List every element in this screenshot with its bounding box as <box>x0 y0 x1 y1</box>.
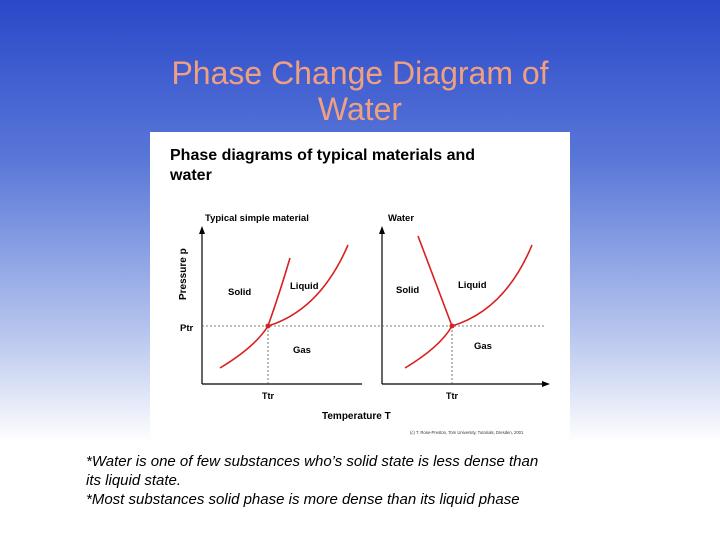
right-x-arrow <box>542 381 550 387</box>
left-phase-curves <box>219 244 349 369</box>
x-axis-label: Temperature T <box>322 411 391 422</box>
right-triple-point <box>449 323 455 329</box>
diagram-heading-line2: water <box>169 167 212 184</box>
right-panel-title: Water <box>388 213 414 224</box>
slide-notes: *Water is one of few substances who’s so… <box>86 452 646 509</box>
phase-diagram-figure: Phase diagrams of typical materials and … <box>150 132 570 446</box>
diagram-credit: (c) T. Rose-Preston, Tom University, Tut… <box>410 430 524 435</box>
right-liquid-label: Liquid <box>458 280 487 291</box>
note-line3: *Most substances solid phase is more den… <box>86 491 520 508</box>
left-axes <box>199 226 362 385</box>
slide-title: Phase Change Diagram of Water <box>60 55 660 127</box>
right-phase-curves <box>404 235 533 369</box>
left-panel-title: Typical simple material <box>205 213 309 224</box>
right-solid-label: Solid <box>396 285 419 296</box>
ptr-label: Ptr <box>180 323 194 334</box>
right-boiling-curve <box>451 244 533 327</box>
left-y-arrow <box>199 226 205 234</box>
note-line1: *Water is one of few substances who’s so… <box>86 453 539 470</box>
right-melting-curve <box>417 235 453 327</box>
left-gas-label: Gas <box>293 345 311 356</box>
diagram-heading-line1: Phase diagrams of typical materials and <box>170 147 475 164</box>
slide-title-line2: Water <box>317 91 403 127</box>
left-boiling-curve <box>267 244 349 327</box>
left-solid-label: Solid <box>228 287 251 298</box>
left-liquid-label: Liquid <box>290 281 319 292</box>
phase-diagram-svg: Phase diagrams of typical materials and … <box>169 147 550 435</box>
right-y-arrow <box>379 226 385 234</box>
left-sublimation-curve <box>219 325 269 369</box>
right-gas-label: Gas <box>474 341 492 352</box>
left-ttr-label: Ttr <box>262 391 274 401</box>
y-axis-label: Pressure p <box>178 248 189 300</box>
right-ttr-label: Ttr <box>446 391 458 401</box>
right-axes <box>379 226 550 387</box>
triple-point-guides <box>202 325 546 384</box>
right-sublimation-curve <box>404 325 453 369</box>
left-melting-curve <box>267 257 291 327</box>
left-triple-point <box>265 323 271 329</box>
note-line2: its liquid state. <box>86 472 182 489</box>
slide-title-line1: Phase Change Diagram of <box>171 55 549 91</box>
